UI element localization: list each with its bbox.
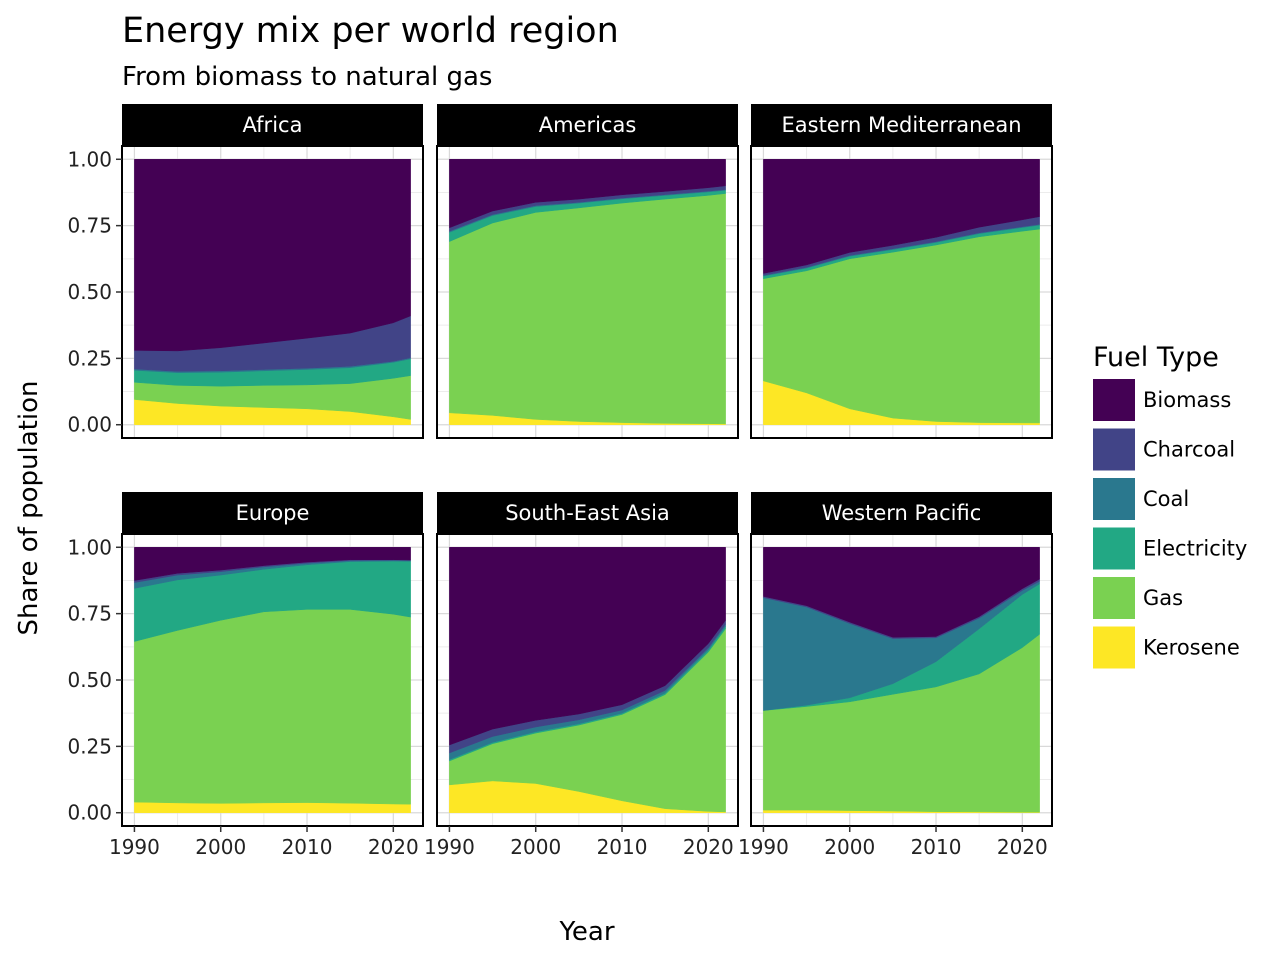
- panel-border: [436, 533, 739, 827]
- legend: Fuel Type Biomass Charcoal Coal Electricity…: [1093, 342, 1247, 669]
- x-tick-label: 2000: [510, 835, 561, 859]
- x-tick-label: 2000: [195, 835, 246, 859]
- area-biomass: [134, 547, 411, 581]
- x-tick-label: 1990: [109, 835, 160, 859]
- panel-strip: [437, 104, 738, 146]
- area-biomass: [763, 159, 1040, 274]
- legend-key-coal: [1093, 478, 1135, 520]
- panel-strip: [437, 492, 738, 534]
- y-tick-label: 1.00: [67, 147, 112, 171]
- legend-label-coal: Coal: [1143, 487, 1189, 511]
- legend-key-gas: [1093, 577, 1135, 619]
- panel-strip: [122, 492, 423, 534]
- area-gas: [449, 193, 726, 425]
- panel-strip-label: Western Pacific: [822, 501, 982, 525]
- x-tick-label: 2020: [368, 835, 419, 859]
- legend-key-charcoal: [1093, 428, 1135, 471]
- area-gas: [134, 609, 411, 805]
- panel-western-pacific: Western Pacific 1990 2000 2010 2020: [738, 492, 1053, 859]
- legend-label-gas: Gas: [1143, 586, 1183, 610]
- y-tick-label: 0.75: [67, 602, 112, 626]
- area-biomass: [449, 547, 726, 746]
- y-tick-label: 0.00: [67, 413, 112, 437]
- panel-strip: [122, 104, 423, 146]
- x-tick-label: 1990: [424, 835, 475, 859]
- panel-border: [750, 145, 1053, 439]
- panel-border: [750, 533, 1053, 827]
- legend-label-charcoal: Charcoal: [1143, 438, 1235, 462]
- panel-strip: [751, 492, 1052, 534]
- area-biomass: [763, 547, 1040, 638]
- panel-strip-label: Europe: [236, 501, 310, 525]
- facet-panels: Africa 0.00 0.25 0.50 0.75 1.00 Americas Easter…: [67, 104, 1053, 859]
- x-tick-label: 2010: [597, 835, 648, 859]
- y-tick-label: 0.50: [67, 280, 112, 304]
- chart-title: Energy mix per world region: [122, 11, 619, 51]
- area-biomass: [134, 159, 411, 352]
- x-tick-label: 2010: [911, 835, 962, 859]
- panel-south-east-asia: South-East Asia 1990 2000 2010 2020: [424, 492, 739, 859]
- panel-border: [436, 145, 739, 439]
- legend-label-kerosene: Kerosene: [1143, 636, 1240, 660]
- y-tick-label: 1.00: [67, 535, 112, 559]
- legend-key-kerosene: [1093, 626, 1135, 669]
- panel-strip-label: Africa: [243, 113, 303, 137]
- legend-key-electricity: [1093, 527, 1135, 570]
- y-tick-label: 0.25: [67, 734, 112, 758]
- x-tick-label: 1990: [738, 835, 789, 859]
- chart-subtitle: From biomass to natural gas: [122, 62, 492, 92]
- panel-strip-label: South-East Asia: [505, 501, 670, 525]
- x-tick-label: 2010: [282, 835, 333, 859]
- x-tick-label: 2020: [997, 835, 1048, 859]
- panel-strip: [751, 104, 1052, 146]
- panel-europe: Europe 0.00 0.25 0.50 0.75 1.00 1990 2000 2010 20…: [67, 492, 424, 859]
- panel-strip-label: Eastern Mediterranean: [781, 113, 1021, 137]
- panel-africa: Africa 0.00 0.25 0.50 0.75 1.00: [67, 104, 424, 439]
- x-tick-label: 2020: [683, 835, 734, 859]
- y-tick-label: 0.50: [67, 668, 112, 692]
- x-axis-title: Year: [558, 917, 614, 947]
- y-axis-title: Share of population: [14, 381, 44, 636]
- x-tick-label: 2000: [824, 835, 875, 859]
- y-tick-label: 0.75: [67, 214, 112, 238]
- panel-eastern-mediterranean: Eastern Mediterranean: [750, 104, 1053, 439]
- legend-key-biomass: [1093, 379, 1135, 421]
- legend-title: Fuel Type: [1093, 342, 1219, 373]
- panel-americas: Americas: [436, 104, 739, 439]
- y-tick-label: 0.25: [67, 346, 112, 370]
- panel-strip-label: Americas: [539, 113, 637, 137]
- y-tick-label: 0.00: [67, 801, 112, 825]
- area-biomass: [449, 159, 726, 229]
- legend-label-electricity: Electricity: [1143, 537, 1247, 561]
- legend-label-biomass: Biomass: [1143, 388, 1231, 412]
